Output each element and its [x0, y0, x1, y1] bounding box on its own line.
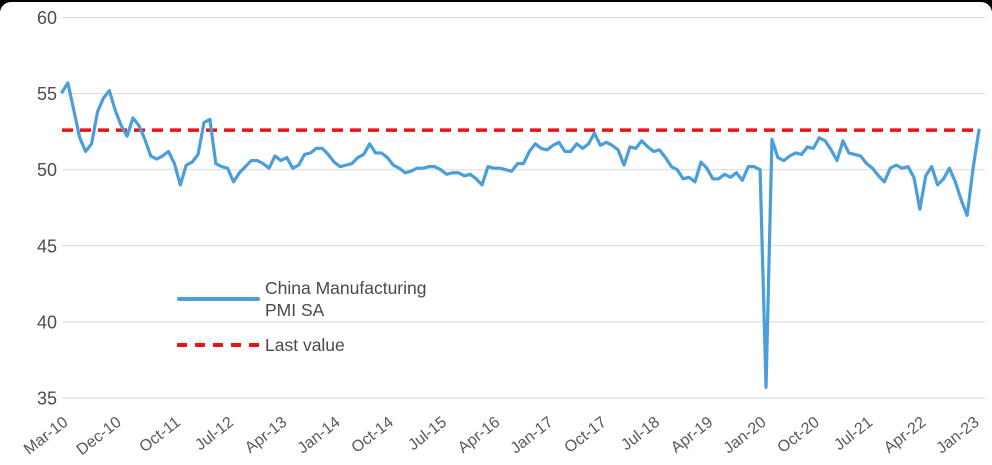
pmi-series-legend-label: China Manufacturing PMI SA — [265, 278, 427, 320]
x-axis-labels-group: Mar-10 Dec-10 Oct-11 Jul-12 Apr-13 Jan-14 Oct-… — [21, 414, 983, 459]
last-value-legend-label: Last value — [265, 335, 345, 355]
x-tick-label-Jan-20: Jan-20 — [721, 414, 770, 458]
x-tick-label-Mar-10: Mar-10 — [21, 414, 71, 459]
x-tick-label-Jul-15: Jul-15 — [405, 414, 450, 454]
x-tick-label-Jan-14: Jan-14 — [295, 414, 344, 458]
y-tick-label-60: 60 — [37, 8, 57, 28]
x-tick-label-Jul-21: Jul-21 — [831, 414, 876, 454]
x-tick-label-Apr-22: Apr-22 — [881, 414, 929, 457]
y-tick-label-50: 50 — [37, 160, 57, 180]
last-value-line-swatch — [177, 343, 260, 347]
legend-item-last-value: Last value — [177, 334, 445, 356]
x-tick-label-Apr-13: Apr-13 — [242, 414, 290, 457]
x-tick-label-Oct-14: Oct-14 — [349, 414, 397, 457]
y-axis-labels-group: 35 40 45 50 55 60 — [37, 8, 57, 409]
x-tick-label-Jul-12: Jul-12 — [192, 414, 237, 454]
pmi-series-line-swatch — [177, 297, 260, 301]
x-tick-label-Jul-18: Jul-18 — [618, 414, 663, 454]
y-tick-label-45: 45 — [37, 236, 57, 256]
x-tick-label-Oct-20: Oct-20 — [775, 414, 823, 457]
gridlines-group — [62, 17, 985, 399]
x-tick-label-Jan-17: Jan-17 — [508, 414, 557, 458]
x-tick-label-Oct-17: Oct-17 — [562, 414, 610, 457]
legend: China Manufacturing PMI SA Last value — [177, 277, 445, 356]
x-tick-label-Apr-19: Apr-19 — [668, 414, 716, 457]
x-tick-label-Oct-11: Oct-11 — [137, 414, 184, 456]
series-line-group — [60, 81, 981, 389]
pmi-series-line — [60, 81, 981, 389]
x-tick-label-Jan-23: Jan-23 — [934, 414, 983, 458]
y-tick-label-40: 40 — [37, 312, 57, 332]
x-tick-label-Dec-10: Dec-10 — [74, 414, 125, 459]
x-tick-label-Apr-16: Apr-16 — [455, 414, 503, 457]
y-tick-label-35: 35 — [37, 389, 57, 409]
legend-item-pmi-series: China Manufacturing PMI SA — [177, 277, 445, 321]
y-tick-label-55: 55 — [37, 84, 57, 104]
